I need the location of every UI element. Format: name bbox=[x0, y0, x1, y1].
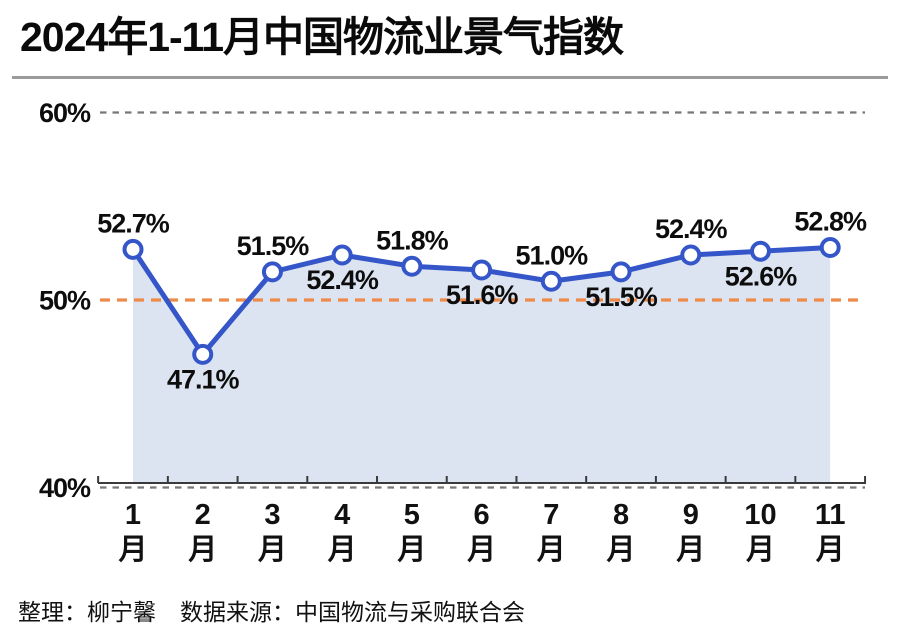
title-divider bbox=[12, 76, 888, 79]
footer-source: 数据来源：中国物流与采购联合会 bbox=[180, 599, 525, 625]
x-axis-label-11月: 11 月 bbox=[815, 499, 846, 566]
data-point-5月 bbox=[401, 255, 423, 277]
value-label-5月: 51.8% bbox=[376, 225, 449, 255]
data-point-9月 bbox=[680, 244, 702, 266]
chart-title: 2024年1-11月中国物流业景气指数 bbox=[20, 14, 624, 60]
value-label-9月: 52.4% bbox=[655, 214, 728, 244]
area-fill bbox=[133, 247, 831, 483]
data-point-11月 bbox=[819, 237, 841, 258]
y-axis-label-60%: 60% bbox=[39, 98, 91, 128]
value-label-11月: 52.8% bbox=[794, 207, 867, 237]
data-point-7月 bbox=[540, 270, 562, 292]
value-label-6月: 51.6% bbox=[446, 280, 519, 310]
footer-credit: 整理：柳宁馨 bbox=[18, 599, 156, 625]
value-label-3月: 51.5% bbox=[237, 231, 310, 261]
x-axis-label-10月: 10 月 bbox=[744, 499, 776, 566]
data-point-6月 bbox=[471, 259, 493, 281]
y-axis-label-40%: 40% bbox=[39, 473, 91, 503]
value-label-2月: 47.1% bbox=[167, 364, 240, 394]
footer-note: 整理：柳宁馨 数据来源：中国物流与采购联合会 bbox=[18, 593, 525, 627]
data-point-4月 bbox=[331, 244, 353, 266]
value-label-1月: 52.7% bbox=[97, 208, 170, 238]
value-label-4月: 52.4% bbox=[306, 265, 379, 295]
data-point-2月 bbox=[192, 343, 214, 365]
data-point-1月 bbox=[122, 238, 144, 260]
value-label-10月: 52.6% bbox=[725, 261, 798, 291]
value-label-8月: 51.5% bbox=[585, 282, 658, 312]
data-point-8月 bbox=[610, 261, 632, 283]
value-label-7月: 51.0% bbox=[516, 240, 589, 270]
data-point-10月 bbox=[749, 240, 771, 262]
data-point-3月 bbox=[261, 261, 283, 283]
y-axis-label-50%: 50% bbox=[39, 286, 91, 316]
